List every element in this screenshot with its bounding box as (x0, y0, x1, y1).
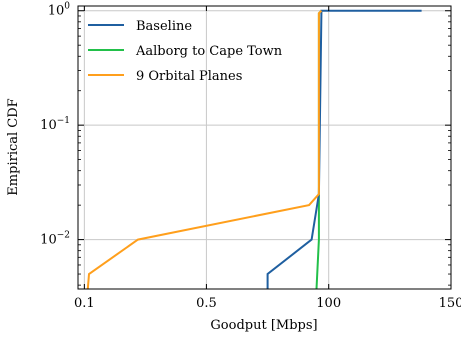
x-tick-label: 0.5 (196, 296, 217, 311)
y-axis-label: Empirical CDF (6, 98, 21, 195)
y-tick-labels: 10−2 10−1 100 (40, 2, 70, 248)
series-lines (86, 9, 422, 290)
y-tick-label: 10−1 (40, 116, 70, 133)
x-tick-label: 100 (316, 296, 341, 311)
legend-label-9-orbital-planes: 9 Orbital Planes (136, 69, 242, 84)
x-tick-labels: 0.1 0.5 100 150 (74, 296, 461, 311)
y-tick-label: 10−2 (40, 231, 70, 248)
plot-frame (77, 5, 452, 290)
x-axis-label: Goodput [Mbps] (210, 318, 317, 333)
series-line-baseline (266, 9, 422, 289)
legend: Baseline Aalborg to Cape Town 9 Orbital … (88, 19, 283, 84)
y-tick-label: 100 (48, 2, 71, 19)
x-tick-label: 150 (439, 296, 461, 311)
legend-label-baseline: Baseline (136, 19, 192, 34)
series-line-9-orbital-planes (86, 10, 323, 290)
x-tick-label: 0.1 (74, 296, 95, 311)
tick-marks (78, 6, 452, 289)
legend-label-aalborg-cape-town: Aalborg to Cape Town (135, 44, 283, 59)
